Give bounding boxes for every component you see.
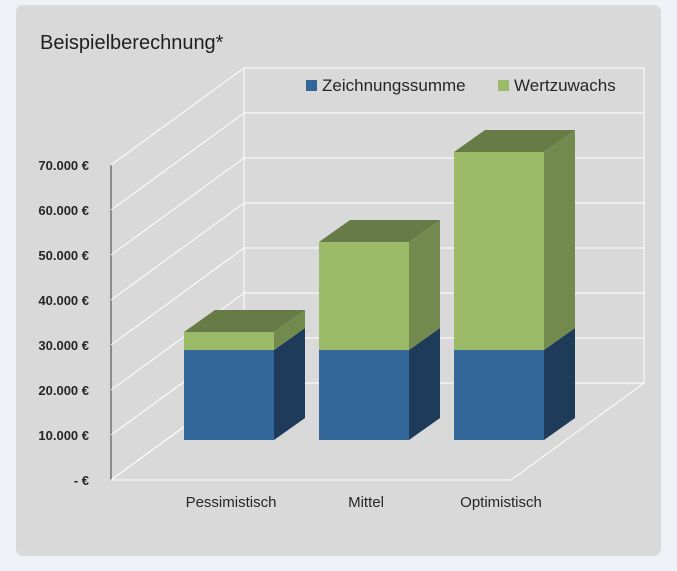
bar-segment-zeichnungssumme bbox=[184, 350, 274, 440]
bar-side bbox=[544, 130, 575, 350]
y-tick-label: 10.000 € bbox=[38, 428, 89, 443]
bar-segment-wertzuwachs bbox=[454, 152, 544, 350]
gridline bbox=[110, 112, 644, 211]
bar-segment-zeichnungssumme bbox=[454, 350, 544, 440]
bar-segment-wertzuwachs bbox=[319, 242, 409, 350]
bar-side bbox=[274, 328, 305, 440]
gridline bbox=[110, 67, 644, 166]
legend-swatch bbox=[498, 80, 509, 91]
legend-swatch bbox=[306, 80, 317, 91]
y-tick-label: - € bbox=[74, 473, 89, 488]
chart-title: Beispielberechnung* bbox=[40, 32, 224, 54]
legend: Zeichnungssumme Wertzuwachs bbox=[306, 76, 616, 95]
bar-side bbox=[274, 310, 305, 350]
x-tick-label: Optimistisch bbox=[460, 494, 542, 511]
x-tick-label: Pessimistisch bbox=[186, 494, 277, 511]
y-tick-label: 40.000 € bbox=[38, 293, 89, 308]
chart: Beispielberechnung* - € 10.000 € 20.000 € 3… bbox=[38, 32, 646, 511]
bar-side bbox=[544, 328, 575, 440]
chart-card: Beispielberechnung* - € 10.000 € 20.000 € 3… bbox=[16, 5, 661, 556]
bar-top bbox=[319, 220, 440, 242]
legend-label: Wertzuwachs bbox=[514, 76, 616, 95]
bar-top bbox=[184, 310, 305, 332]
bar-top bbox=[454, 130, 575, 152]
y-tick-label: 70.000 € bbox=[38, 158, 89, 173]
bar-segment-zeichnungssumme bbox=[319, 350, 409, 440]
bar-side bbox=[409, 220, 440, 350]
legend-label: Zeichnungssumme bbox=[322, 76, 466, 95]
x-tick-label: Mittel bbox=[348, 494, 384, 511]
y-tick-label: 60.000 € bbox=[38, 203, 89, 218]
bar-side bbox=[409, 328, 440, 440]
bar-segment-wertzuwachs bbox=[184, 332, 274, 350]
bars bbox=[184, 130, 575, 440]
x-axis-labels: Pessimistisch Mittel Optimistisch bbox=[186, 494, 542, 511]
y-tick-label: 20.000 € bbox=[38, 383, 89, 398]
y-tick-label: 30.000 € bbox=[38, 338, 89, 353]
y-axis-ticks: - € 10.000 € 20.000 € 30.000 € 40.000 € 50.00… bbox=[38, 158, 89, 488]
y-tick-label: 50.000 € bbox=[38, 248, 89, 263]
